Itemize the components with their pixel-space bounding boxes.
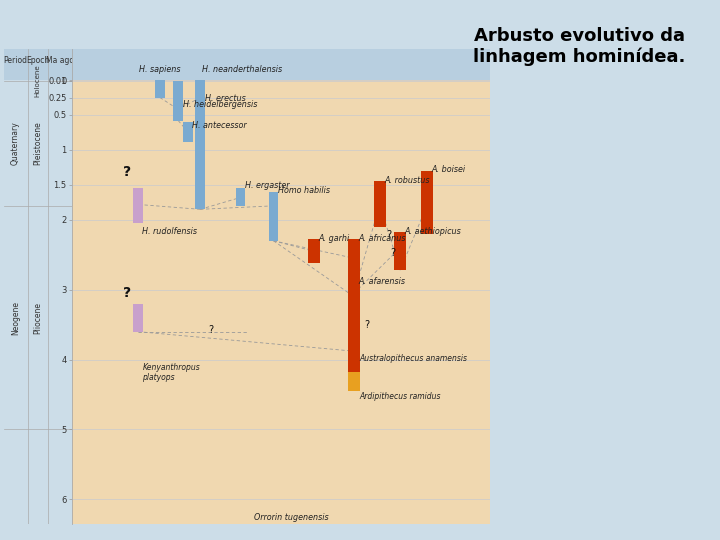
Bar bbox=[308, 239, 320, 263]
Bar bbox=[4, 49, 72, 80]
Text: Period: Period bbox=[4, 56, 27, 65]
Text: Arbusto evolutivo da
linhagem hominídea.: Arbusto evolutivo da linhagem hominídea. bbox=[474, 27, 685, 66]
Bar bbox=[183, 122, 193, 141]
Text: ?: ? bbox=[209, 325, 214, 335]
Bar bbox=[173, 81, 184, 120]
Bar bbox=[155, 80, 165, 98]
Text: Orrorin tugenensis: Orrorin tugenensis bbox=[254, 514, 329, 522]
Text: H. erectus: H. erectus bbox=[205, 94, 246, 103]
Bar bbox=[348, 351, 360, 372]
Text: Ma ago: Ma ago bbox=[46, 56, 74, 65]
Text: Neogene: Neogene bbox=[11, 301, 20, 335]
Text: H. heidelbergensis: H. heidelbergensis bbox=[184, 99, 258, 109]
Bar bbox=[395, 232, 406, 270]
Bar bbox=[269, 192, 278, 241]
Bar bbox=[195, 80, 205, 98]
Text: ?: ? bbox=[364, 320, 369, 329]
Text: H. rudolfensis: H. rudolfensis bbox=[143, 227, 197, 236]
Text: A. aethiopicus: A. aethiopicus bbox=[405, 227, 462, 236]
Text: Homo habilis: Homo habilis bbox=[278, 186, 330, 195]
Text: A. garhi: A. garhi bbox=[318, 234, 349, 243]
Text: ?: ? bbox=[123, 165, 131, 179]
Text: A. robustus: A. robustus bbox=[384, 177, 430, 185]
Bar bbox=[133, 303, 143, 332]
Text: H. ergaster: H. ergaster bbox=[245, 181, 289, 190]
Text: A. boisei: A. boisei bbox=[432, 165, 466, 174]
Text: Ardipithecus ramidus: Ardipithecus ramidus bbox=[359, 393, 441, 401]
Bar bbox=[235, 188, 246, 206]
Text: Quaternary: Quaternary bbox=[11, 121, 20, 165]
Text: Pleistocene: Pleistocene bbox=[33, 121, 42, 165]
Text: Kenyanthropus
platyops: Kenyanthropus platyops bbox=[143, 363, 200, 382]
Bar bbox=[348, 283, 360, 351]
Text: ?: ? bbox=[390, 248, 395, 258]
Text: ?: ? bbox=[123, 286, 131, 300]
Bar bbox=[72, 49, 490, 80]
Text: Australopithecus anamensis: Australopithecus anamensis bbox=[359, 354, 467, 363]
Bar bbox=[348, 239, 360, 293]
Text: Pliocene: Pliocene bbox=[33, 302, 42, 334]
Bar bbox=[195, 98, 205, 210]
Bar bbox=[348, 372, 360, 391]
Text: Epoch: Epoch bbox=[26, 56, 50, 65]
Text: A. afarensis: A. afarensis bbox=[359, 277, 405, 286]
Bar bbox=[374, 181, 386, 227]
Text: H. antecessor: H. antecessor bbox=[192, 120, 247, 130]
Text: A. africanus: A. africanus bbox=[359, 234, 406, 243]
Text: ?: ? bbox=[387, 230, 392, 240]
Bar bbox=[133, 188, 143, 224]
Text: H. sapiens: H. sapiens bbox=[139, 65, 181, 73]
Bar bbox=[421, 171, 433, 234]
Text: Holocene: Holocene bbox=[35, 64, 41, 97]
Text: H. neanderthalensis: H. neanderthalensis bbox=[202, 65, 282, 73]
